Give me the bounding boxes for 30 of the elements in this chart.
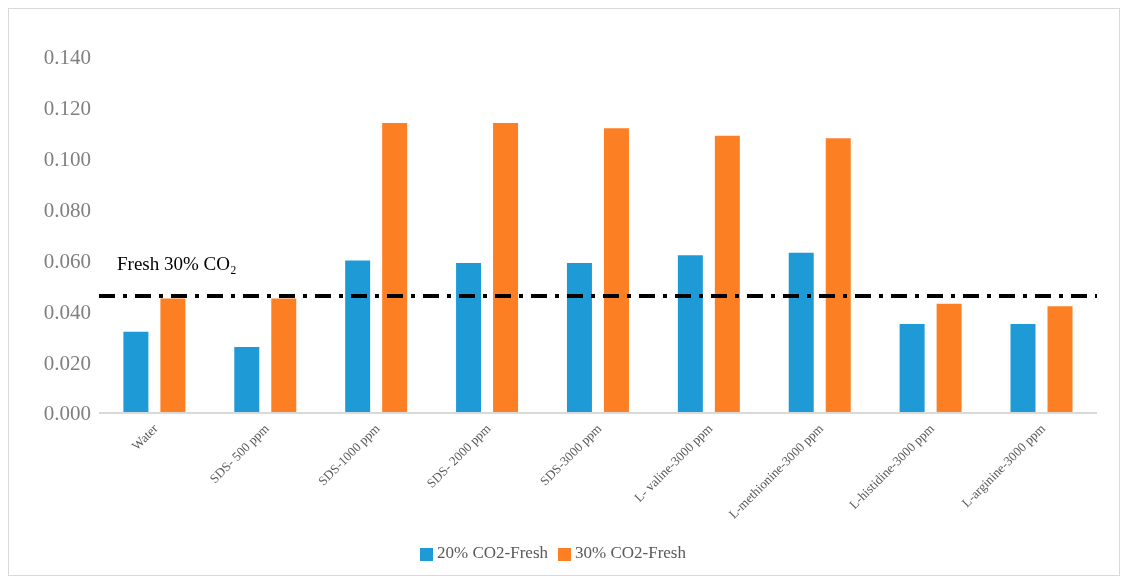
- y-tick-label: 0.020: [43, 350, 91, 375]
- bar: [160, 298, 186, 413]
- bar: [456, 262, 482, 413]
- legend-label: 20% CO2-Fresh: [437, 543, 548, 562]
- bar: [382, 123, 408, 413]
- bar: [825, 138, 851, 413]
- y-tick-label: 0.060: [43, 248, 91, 273]
- y-tick-label: 0.080: [43, 198, 91, 223]
- bar: [566, 262, 592, 413]
- bar: [1047, 306, 1073, 413]
- bar: [271, 298, 297, 413]
- x-tick-label: SDS- 500 ppm: [206, 420, 272, 487]
- bar: [899, 324, 925, 413]
- y-tick-label: 0.100: [43, 147, 91, 172]
- legend-label: 30% CO2-Fresh: [575, 543, 686, 562]
- bar: [345, 260, 371, 413]
- bar: [123, 331, 149, 413]
- bar: [234, 346, 260, 413]
- bar: [1010, 324, 1036, 413]
- bar: [603, 128, 629, 413]
- ref-line-label: Fresh 30% CO₂: [117, 253, 237, 275]
- y-tick-label: 0.140: [43, 45, 91, 70]
- y-tick-label: 0.040: [43, 299, 91, 324]
- bar: [493, 123, 519, 413]
- bar: [788, 252, 814, 413]
- y-tick-label: 0.120: [43, 96, 91, 121]
- bar: [677, 255, 703, 413]
- y-tick-label: 0.000: [43, 401, 91, 426]
- bar: [714, 135, 740, 413]
- bar: [936, 303, 962, 413]
